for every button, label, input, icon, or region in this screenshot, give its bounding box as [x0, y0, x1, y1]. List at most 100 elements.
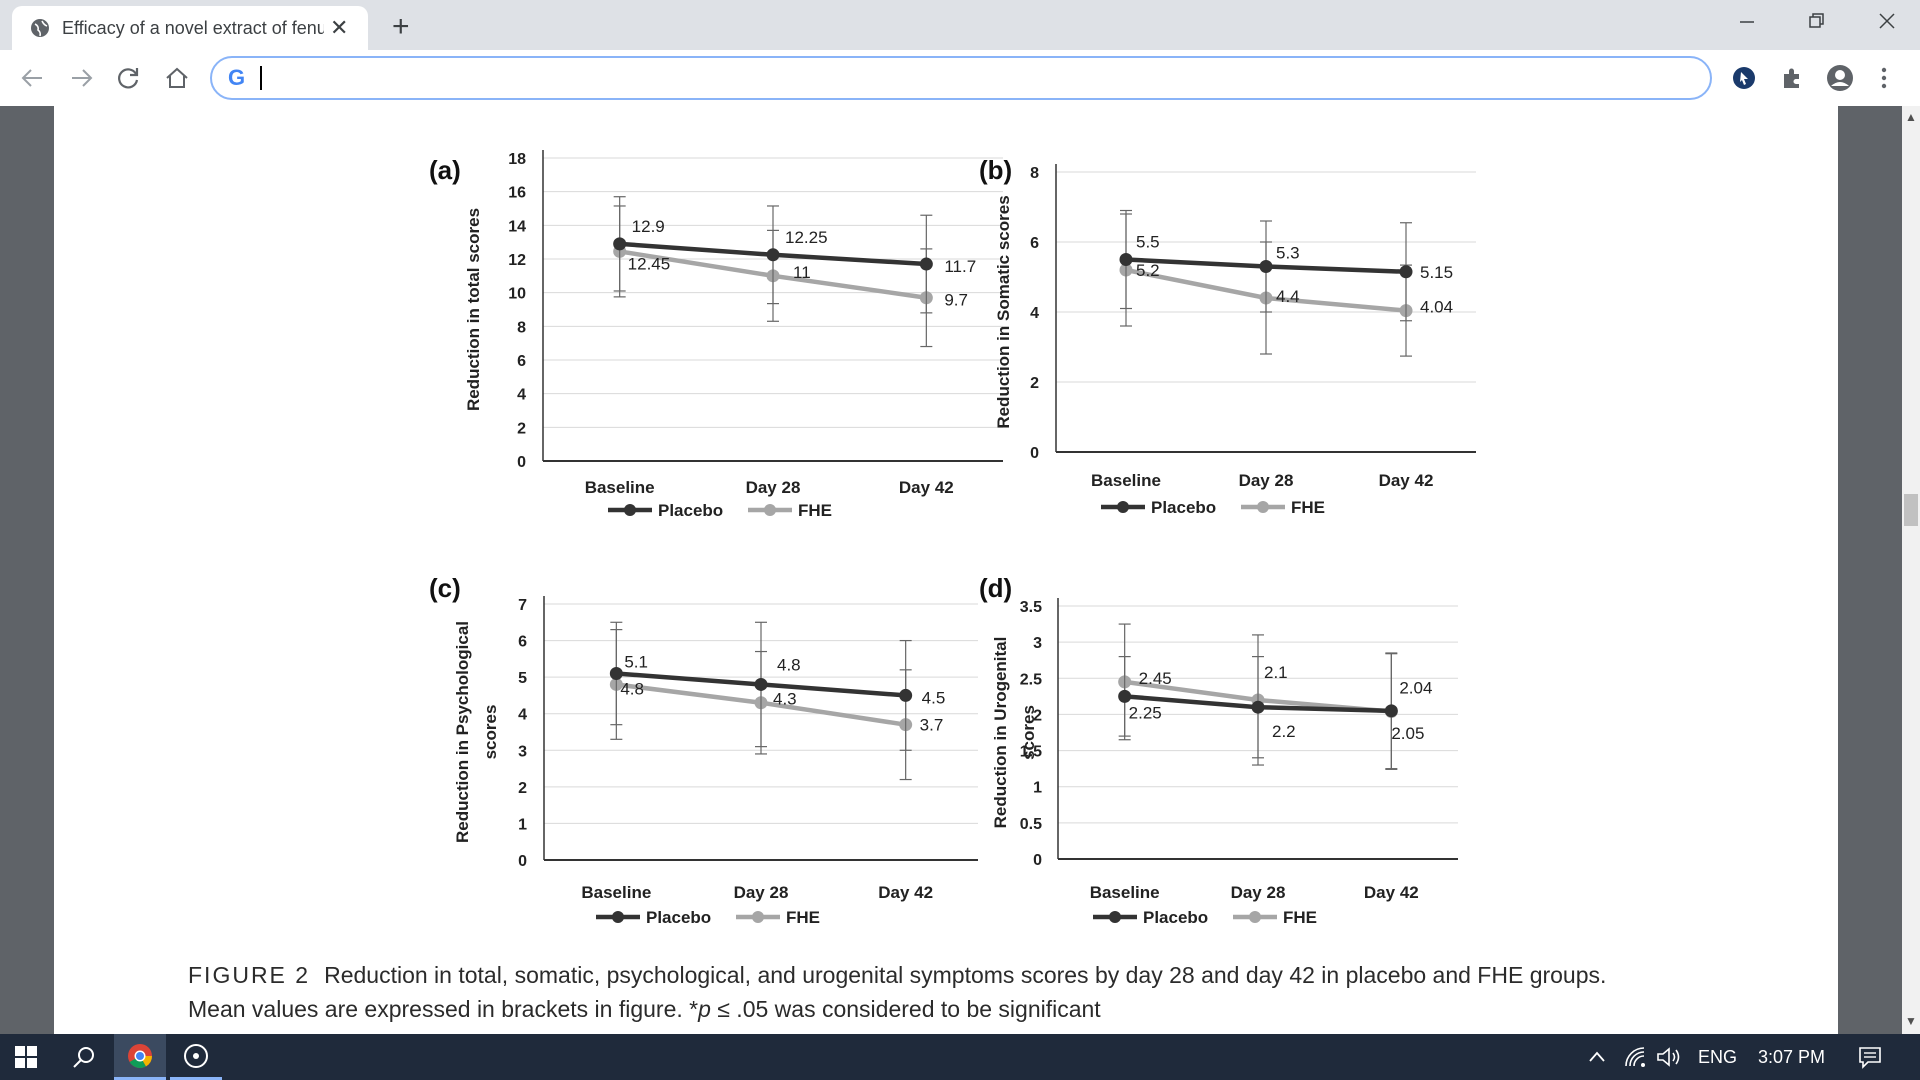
figure-caption: FIGURE 2 Reduction in total, somatic, psy… — [188, 958, 1748, 1026]
back-icon[interactable] — [20, 66, 46, 90]
close-window-icon[interactable] — [1878, 12, 1896, 30]
y-tick-label: 1 — [518, 816, 527, 833]
forward-icon[interactable] — [68, 66, 94, 90]
legend-label: Placebo — [1143, 908, 1208, 927]
viewer-background-left — [0, 106, 54, 1034]
x-tick-label: Day 28 — [734, 883, 789, 902]
y-tick-label: 2.5 — [1020, 671, 1042, 688]
scroll-up-icon[interactable]: ▲ — [1905, 110, 1917, 124]
y-tick-label: 4 — [517, 387, 526, 404]
x-tick-label: Day 28 — [746, 478, 801, 497]
y-tick-label: 4 — [518, 707, 527, 724]
y-axis-label: Reduction in Urogenital — [991, 637, 1010, 829]
y-tick-label: 16 — [508, 185, 526, 202]
y-tick-label: 1.5 — [1020, 744, 1042, 761]
data-label: 4.8 — [777, 655, 801, 674]
data-label: 12.25 — [785, 228, 828, 247]
media-player-icon — [184, 1043, 208, 1068]
legend-swatch-marker — [764, 504, 776, 516]
data-label: 5.5 — [1136, 233, 1160, 252]
data-point-placebo — [1119, 253, 1133, 266]
legend-label: FHE — [798, 501, 832, 520]
pdf-page: 0 2 4 6 8 10 12 14 16 18 (a) Reduction in total sco… — [54, 106, 1838, 1034]
data-label: 2.25 — [1129, 703, 1162, 722]
scroll-down-icon[interactable]: ▼ — [1905, 1014, 1917, 1028]
data-label: 9.7 — [944, 291, 968, 310]
volume-icon[interactable] — [1656, 1046, 1682, 1068]
profile-avatar-icon[interactable] — [1826, 64, 1854, 92]
caption-text: Reduction in total, somatic, psychologic… — [324, 962, 1607, 988]
data-label: 2.04 — [1399, 679, 1432, 698]
x-tick-label: Baseline — [581, 883, 651, 902]
language-indicator[interactable]: ENG — [1698, 1047, 1738, 1067]
scrollbar-thumb[interactable] — [1904, 494, 1918, 526]
legend-swatch-marker — [752, 911, 764, 923]
close-tab-icon[interactable]: ✕ — [330, 15, 349, 40]
data-point-placebo — [1251, 700, 1265, 714]
restore-icon[interactable] — [1808, 12, 1826, 30]
address-bar[interactable]: G — [210, 56, 1712, 100]
data-label: 2.2 — [1272, 722, 1296, 741]
caption-text-2b: ≤ .05 was considered to be significant — [710, 996, 1101, 1022]
wifi-icon[interactable] — [1624, 1046, 1646, 1068]
y-tick-label: 6 — [1030, 235, 1039, 252]
search-icon — [73, 1047, 94, 1068]
search-button[interactable] — [58, 1034, 110, 1080]
legend-swatch-marker — [1117, 501, 1129, 513]
legend-swatch-marker — [624, 504, 636, 516]
tab-title: Efficacy of a novel extract of fenu — [62, 17, 324, 38]
panel-label: (b) — [979, 155, 1012, 185]
legend-swatch-marker — [1249, 911, 1261, 923]
x-tick-label: Day 42 — [899, 478, 954, 497]
extensions-puzzle-icon[interactable] — [1780, 66, 1804, 90]
data-label: 4.3 — [773, 690, 797, 709]
home-icon[interactable] — [164, 66, 190, 90]
globe-icon — [31, 19, 49, 37]
google-icon: G — [228, 65, 246, 90]
y-tick-label: 0.5 — [1020, 816, 1042, 833]
show-hidden-icons-icon[interactable] — [1588, 1050, 1606, 1064]
x-tick-label: Day 28 — [1231, 883, 1286, 902]
data-point-placebo — [899, 688, 913, 702]
taskbar-chrome-button[interactable] — [114, 1034, 166, 1080]
start-button[interactable] — [0, 1034, 52, 1080]
data-point-placebo — [613, 237, 627, 251]
menu-kebab-icon[interactable] — [1880, 66, 1888, 90]
data-label: 5.2 — [1136, 261, 1160, 280]
y-tick-label: 0 — [1033, 852, 1042, 869]
y-tick-label: 18 — [508, 151, 526, 168]
clock[interactable]: 3:07 PM — [1758, 1047, 1826, 1067]
minimize-icon[interactable] — [1738, 12, 1756, 30]
extension-cursor-icon[interactable] — [1732, 66, 1756, 90]
vertical-scrollbar[interactable]: ▲ ▼ — [1902, 106, 1920, 1034]
legend-label: Placebo — [658, 501, 723, 520]
y-tick-label: 12 — [508, 252, 526, 269]
notifications-icon[interactable] — [1858, 1046, 1882, 1070]
x-tick-label: Day 42 — [878, 883, 933, 902]
data-label: 11.7 — [944, 257, 976, 276]
y-tick-label: 2 — [1030, 375, 1039, 392]
y-tick-label: 0 — [518, 853, 527, 870]
y-tick-label: 10 — [508, 286, 526, 303]
data-label: 11 — [793, 263, 811, 282]
y-tick-label: 6 — [518, 634, 527, 651]
data-point-placebo — [609, 666, 623, 680]
data-label: 5.3 — [1276, 244, 1300, 263]
new-tab-button[interactable]: + — [392, 10, 410, 43]
x-tick-label: Baseline — [585, 478, 655, 497]
reload-icon[interactable] — [116, 66, 142, 90]
legend-swatch-marker — [1257, 501, 1269, 513]
y-tick-label: 1 — [1033, 780, 1042, 797]
taskbar: ENG 3:07 PM — [0, 1034, 1920, 1080]
data-label: 4.4 — [1276, 287, 1300, 306]
y-tick-label: 3 — [1033, 635, 1042, 652]
taskbar-media-button[interactable] — [170, 1034, 222, 1080]
browser-tab[interactable]: Efficacy of a novel extract of fenu ✕ — [12, 6, 368, 50]
legend-swatch-marker — [612, 911, 624, 923]
data-label: 2.1 — [1264, 663, 1288, 682]
data-point-placebo — [919, 257, 933, 271]
y-tick-label: 3 — [518, 743, 527, 760]
windows-logo-icon — [15, 1046, 37, 1068]
x-tick-label: Day 42 — [1379, 471, 1434, 490]
